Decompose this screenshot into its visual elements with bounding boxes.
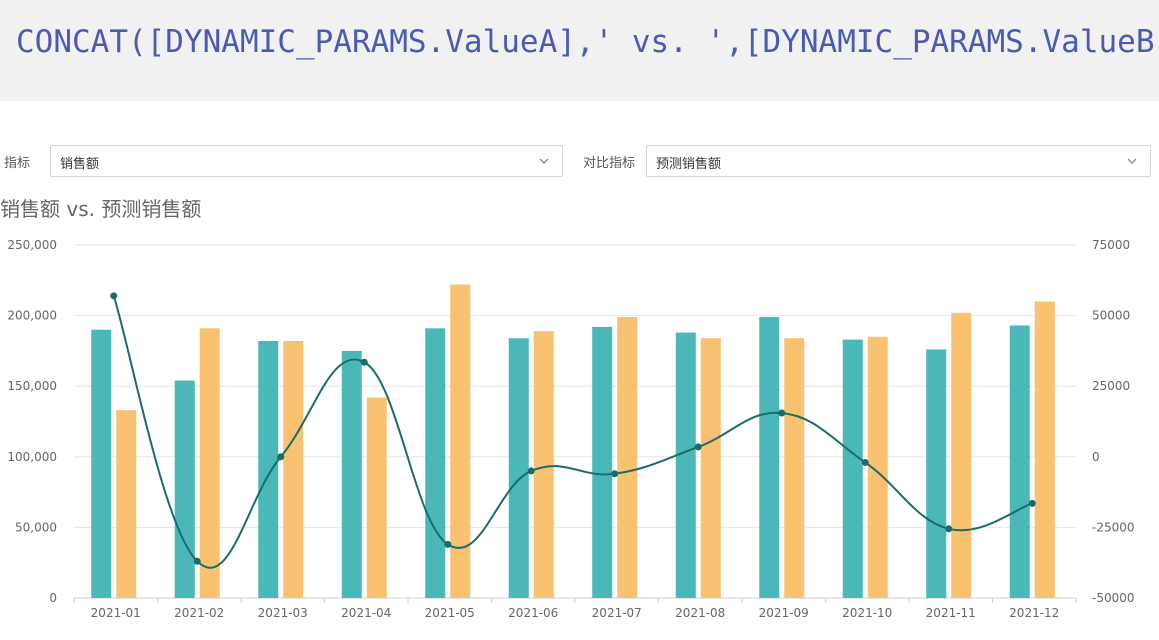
y-right-tick-label: 50000 xyxy=(1092,309,1130,323)
bar-series-b xyxy=(784,338,805,598)
line-point xyxy=(778,409,786,417)
bar-series-a xyxy=(425,328,446,598)
y-right-tick-label: 0 xyxy=(1092,450,1100,464)
line-point xyxy=(444,540,452,548)
bar-series-a xyxy=(258,341,279,598)
line-point xyxy=(193,557,201,565)
line-point xyxy=(360,358,368,366)
bar-series-a xyxy=(91,329,112,598)
bar-series-b xyxy=(366,397,387,598)
x-tick-label: 2021-08 xyxy=(675,606,725,620)
line-point xyxy=(945,525,953,533)
x-tick-label: 2021-09 xyxy=(759,606,809,620)
bar-series-a xyxy=(842,339,863,598)
y-left-tick-label: 250,000 xyxy=(7,238,57,252)
bar-series-b xyxy=(199,328,220,598)
chevron-down-icon xyxy=(539,158,549,164)
chevron-down-icon xyxy=(1127,158,1137,164)
compare-label: 对比指标 xyxy=(583,156,636,171)
bar-series-a xyxy=(174,380,195,598)
bar-series-a xyxy=(508,338,529,598)
x-tick-label: 2021-11 xyxy=(926,606,976,620)
y-right-tick-label: 25000 xyxy=(1092,379,1130,393)
x-tick-label: 2021-01 xyxy=(91,606,141,620)
x-tick-label: 2021-06 xyxy=(508,606,558,620)
header-bar: CONCAT([DYNAMIC_PARAMS.ValueA],' vs. ',[… xyxy=(0,0,1159,101)
bar-series-a xyxy=(592,326,613,598)
bar-series-a xyxy=(341,350,362,598)
y-left-tick-label: 200,000 xyxy=(7,309,57,323)
y-right-tick-label: -50000 xyxy=(1092,591,1135,605)
bar-series-b xyxy=(450,284,471,598)
y-left-tick-label: 150,000 xyxy=(7,379,57,393)
line-point xyxy=(1028,499,1036,507)
chart-title: 销售额 vs. 预测销售额 xyxy=(0,197,202,221)
metric-label: 指标 xyxy=(4,156,31,171)
bar-series-b xyxy=(1034,301,1055,598)
bar-series-a xyxy=(1009,325,1030,598)
compare-select[interactable]: 预测销售额 xyxy=(646,145,1151,177)
x-tick-label: 2021-12 xyxy=(1009,606,1059,620)
x-tick-label: 2021-05 xyxy=(425,606,475,620)
bar-series-a xyxy=(675,332,696,598)
compare-select-value: 预测销售额 xyxy=(656,157,722,172)
combo-chart: 0 50,000 100,000 150,000 200,000 250,000 -5000… xyxy=(7,238,1135,620)
line-point xyxy=(611,470,619,478)
x-tick-label: 2021-02 xyxy=(174,606,224,620)
x-tick-label: 2021-07 xyxy=(592,606,642,620)
bar-series-b xyxy=(116,410,137,598)
bar-series-a xyxy=(759,317,780,598)
y-left-tick-label: 50,000 xyxy=(15,520,57,534)
bar-series-b xyxy=(951,312,972,598)
bar-series-b xyxy=(533,331,554,598)
line-point xyxy=(110,292,118,300)
line-point xyxy=(861,458,869,466)
line-point xyxy=(277,453,285,461)
x-tick-label: 2021-03 xyxy=(258,606,308,620)
y-left-tick-label: 0 xyxy=(49,591,57,605)
y-left-tick-label: 100,000 xyxy=(7,450,57,464)
bar-series-a xyxy=(926,349,947,598)
bar-series-b xyxy=(283,341,304,598)
y-right-tick-label: 75000 xyxy=(1092,238,1130,252)
bar-series-b xyxy=(617,317,638,598)
metric-select[interactable]: 销售额 xyxy=(50,145,563,177)
bar-series-b xyxy=(867,336,888,598)
line-point xyxy=(527,467,535,475)
page-title: CONCAT([DYNAMIC_PARAMS.ValueA],' vs. ',[… xyxy=(16,24,1159,60)
line-point xyxy=(694,443,702,451)
metric-select-value: 销售额 xyxy=(60,157,100,172)
bar-series-b xyxy=(700,338,721,598)
y-right-tick-label: -25000 xyxy=(1092,520,1135,534)
x-tick-label: 2021-04 xyxy=(341,606,391,620)
x-tick-label: 2021-10 xyxy=(842,606,892,620)
